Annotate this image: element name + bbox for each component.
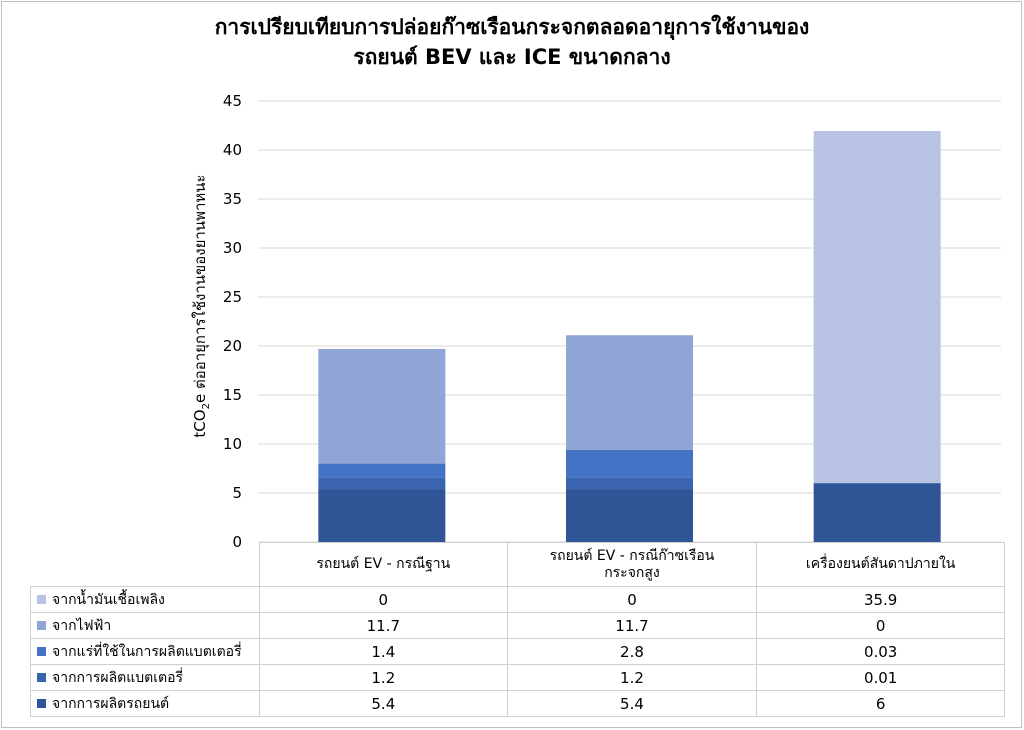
table-cell-value: 6 [755,690,1006,717]
legend-key-icon [37,621,46,630]
y-tick-label-9: 45 [223,92,242,110]
bar-segment-0-1 [318,477,446,490]
legend-label: จากไฟฟ้า [52,617,112,634]
bar-segment-0-2 [318,463,446,478]
legend-label: จากการผลิตแบตเตอรี่ [52,669,184,686]
bar-segment-0-3 [318,348,446,464]
y-tick-label-0: 0 [232,533,242,551]
y-tick-label-5: 25 [223,288,242,306]
bar-segment-2-0 [813,483,941,542]
table-cell-value: 0 [507,586,757,613]
category-label-line: รถยนต์ EV - กรณีฐาน [316,556,451,572]
table-cell-value: 35.9 [755,586,1006,613]
category-label-line: รถยนต์ EV - กรณีก๊าซเรือน [549,547,715,564]
table-cell-value: 1.2 [258,664,509,691]
legend-label: จากน้ำมันเชื้อเพลิง [52,591,165,608]
table-cell-value: 5.4 [258,690,509,717]
category-label-0: รถยนต์ EV - กรณีฐาน [258,542,509,587]
table-row: จากน้ำมันเชื้อเพลิง 0 0 35.9 [30,586,1006,613]
table-cell-value: 0.03 [755,638,1006,665]
table-cell-value: 2.8 [507,638,757,665]
y-tick-label-1: 5 [232,484,242,502]
legend-label: จากการผลิตรถยนต์ [52,695,170,712]
bar-segment-0-0 [318,489,446,542]
table-header-row: รถยนต์ EV - กรณีฐาน รถยนต์ EV - กรณีก๊าซเ… [30,542,1006,587]
chart-title-line-2: รถยนต์ BEV และ ICE ขนาดกลาง [353,45,671,69]
bar-segment-1-1 [566,477,693,490]
table-corner [30,542,260,587]
table-row: จากการผลิตแบตเตอรี่ 1.2 1.2 0.01 [30,664,1006,691]
category-label-1: รถยนต์ EV - กรณีก๊าซเรือน กระจกสูง [507,542,757,587]
table-cell-value: 11.7 [507,612,757,639]
bar-segment-1-0 [566,489,693,542]
legend-key-icon [37,647,46,656]
table-row: จากไฟฟ้า 11.7 11.7 0 [30,612,1006,639]
legend-entry: จากไฟฟ้า [30,612,260,639]
table-cell-value: 0 [258,586,509,613]
y-tick-label-2: 10 [223,435,242,453]
chart-title: การเปรียบเทียบการปล่อยก๊าซเรือนกระจกตลอด… [0,12,1024,72]
bar-segment-2-4 [813,130,941,483]
legend-label: จากแร่ที่ใช้ในการผลิตแบตเตอรี่ [52,643,242,660]
y-tick-label-6: 30 [223,239,242,257]
y-tick-label-7: 35 [223,190,242,208]
legend-key-icon [37,673,46,682]
legend-key-icon [37,595,46,604]
table-cell-value: 5.4 [507,690,757,717]
bar-segment-1-2 [566,449,693,478]
category-label-line: เครื่องยนต์สันดาปภายใน [805,556,956,572]
table-cell-value: 11.7 [258,612,509,639]
y-tick-label-4: 20 [223,337,242,355]
bar-segment-1-3 [566,335,693,450]
y-tick-label-8: 40 [223,141,242,159]
table-cell-value: 0 [755,612,1006,639]
chart-title-line-1: การเปรียบเทียบการปล่อยก๊าซเรือนกระจกตลอด… [214,15,810,39]
table-row: จากแร่ที่ใช้ในการผลิตแบตเตอรี่ 1.4 2.8 0.03 [30,638,1006,665]
y-tick-label-3: 15 [223,386,242,404]
legend-entry: จากแร่ที่ใช้ในการผลิตแบตเตอรี่ [30,638,260,665]
table-cell-value: 0.01 [755,664,1006,691]
table-cell-value: 1.2 [507,664,757,691]
legend-entry: จากการผลิตแบตเตอรี่ [30,664,260,691]
category-label-2: เครื่องยนต์สันดาปภายใน [755,542,1006,587]
category-label-line: กระจกสูง [604,564,660,581]
legend-key-icon [37,699,46,708]
data-table: รถยนต์ EV - กรณีฐาน รถยนต์ EV - กรณีก๊าซเ… [30,542,1006,717]
table-cell-value: 1.4 [258,638,509,665]
legend-entry: จากน้ำมันเชื้อเพลิง [30,586,260,613]
table-row: จากการผลิตรถยนต์ 5.4 5.4 6 [30,690,1006,717]
legend-entry: จากการผลิตรถยนต์ [30,690,260,717]
